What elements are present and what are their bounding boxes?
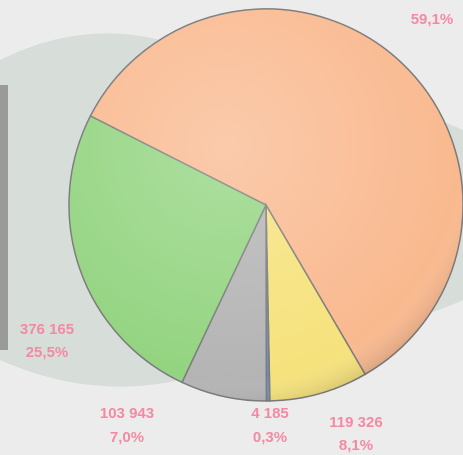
value-label: 376 165: [20, 321, 74, 338]
percent-label: 0,3%: [253, 429, 287, 446]
value-label: 103 943: [100, 405, 154, 422]
percent-label: 7,0%: [110, 429, 144, 446]
percent-label: 25,5%: [26, 344, 69, 361]
percent-label: 59,1%: [411, 11, 454, 28]
pie: [68, 8, 463, 402]
value-label: 119 326: [329, 414, 382, 431]
value-label: 4 185: [251, 405, 289, 422]
side-bar: [0, 85, 8, 350]
percent-label: 8,1%: [339, 437, 373, 454]
